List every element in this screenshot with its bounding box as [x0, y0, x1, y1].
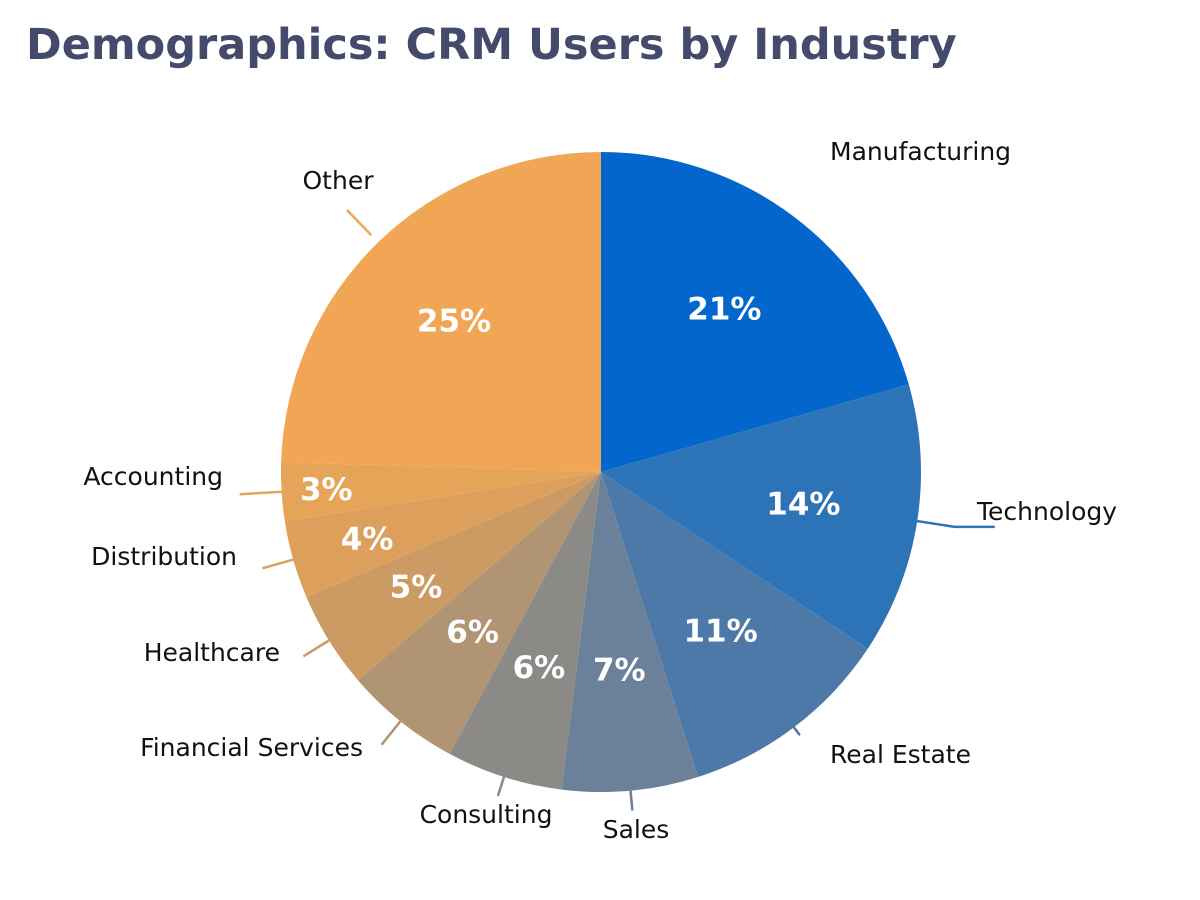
percent-label-accounting: 3% — [300, 472, 353, 508]
category-label-sales: Sales — [603, 815, 670, 844]
percent-label-consulting: 6% — [513, 650, 566, 686]
category-label-financial-services: Financial Services — [140, 733, 363, 762]
percent-label-healthcare: 5% — [390, 570, 443, 606]
leader-line-healthcare — [302, 639, 330, 658]
leader-line-financial-services — [380, 720, 402, 746]
percent-label-other: 25% — [417, 303, 491, 339]
category-label-technology: Technology — [976, 497, 1117, 526]
slice-sales — [561, 472, 699, 792]
percent-label-real-estate: 11% — [683, 613, 757, 649]
category-label-accounting: Accounting — [83, 462, 223, 491]
slice-consulting — [449, 472, 601, 790]
leader-line-accounting — [239, 490, 282, 496]
leader-line-technology — [902, 517, 995, 529]
category-label-other: Other — [303, 166, 375, 195]
leader-line-other — [346, 209, 373, 236]
slice-manufacturing — [601, 152, 909, 472]
category-label-healthcare: Healthcare — [144, 638, 280, 667]
leader-line-real-estate — [774, 702, 801, 737]
slice-real-estate — [601, 472, 868, 777]
leader-line-consulting — [496, 769, 508, 797]
slice-technology — [601, 384, 921, 649]
slice-accounting — [280, 462, 601, 522]
category-label-distribution: Distribution — [91, 542, 237, 571]
percent-label-technology: 14% — [766, 486, 840, 522]
category-label-consulting: Consulting — [420, 800, 553, 829]
percent-label-sales: 7% — [593, 653, 646, 689]
percent-label-financial-services: 6% — [446, 615, 499, 651]
chart-title: Demographics: CRM Users by Industry — [26, 20, 957, 70]
leader-line-manufacturing — [763, 225, 788, 256]
slice-distribution — [284, 472, 601, 597]
category-label-real-estate: Real Estate — [830, 740, 971, 769]
percent-label-distribution: 4% — [341, 522, 394, 558]
leader-line-sales — [629, 790, 634, 811]
slice-financial-services — [357, 472, 601, 754]
slice-other — [281, 152, 601, 472]
category-label-manufacturing: Manufacturing — [830, 137, 1011, 166]
percent-label-manufacturing: 21% — [687, 292, 761, 328]
slice-healthcare — [306, 472, 601, 681]
leader-line-distribution — [262, 558, 294, 570]
